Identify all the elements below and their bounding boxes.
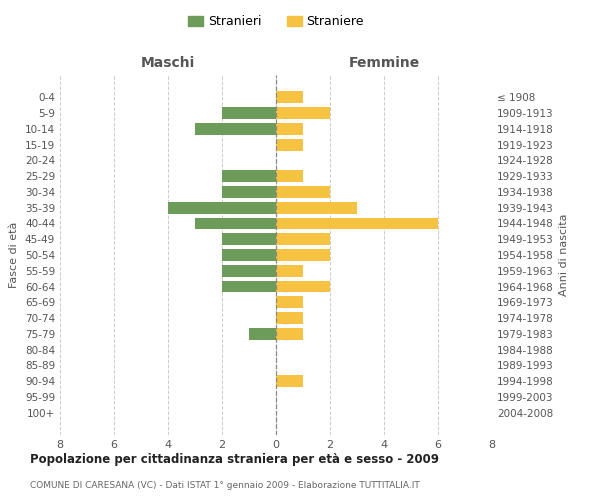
Bar xyxy=(222,234,276,245)
Bar xyxy=(276,186,330,198)
Bar xyxy=(276,234,330,245)
Bar xyxy=(222,280,276,292)
Bar xyxy=(276,296,303,308)
Bar xyxy=(222,107,276,119)
Bar xyxy=(276,249,330,261)
Bar xyxy=(276,376,303,387)
Y-axis label: Anni di nascita: Anni di nascita xyxy=(559,214,569,296)
Text: Maschi: Maschi xyxy=(141,56,195,70)
Bar xyxy=(195,218,276,230)
Bar xyxy=(276,218,438,230)
Bar xyxy=(276,92,303,103)
Bar xyxy=(222,170,276,182)
Bar xyxy=(222,265,276,276)
Bar xyxy=(276,312,303,324)
Bar xyxy=(222,186,276,198)
Bar xyxy=(276,123,303,134)
Bar xyxy=(276,107,330,119)
Bar xyxy=(222,249,276,261)
Bar xyxy=(276,170,303,182)
Bar xyxy=(276,265,303,276)
Y-axis label: Fasce di età: Fasce di età xyxy=(10,222,19,288)
Text: COMUNE DI CARESANA (VC) - Dati ISTAT 1° gennaio 2009 - Elaborazione TUTTITALIA.I: COMUNE DI CARESANA (VC) - Dati ISTAT 1° … xyxy=(30,480,420,490)
Text: Femmine: Femmine xyxy=(349,56,419,70)
Bar xyxy=(195,123,276,134)
Text: Popolazione per cittadinanza straniera per età e sesso - 2009: Popolazione per cittadinanza straniera p… xyxy=(30,452,439,466)
Bar xyxy=(276,138,303,150)
Bar xyxy=(168,202,276,213)
Bar xyxy=(276,202,357,213)
Bar xyxy=(276,280,330,292)
Legend: Stranieri, Straniere: Stranieri, Straniere xyxy=(184,11,368,32)
Bar xyxy=(249,328,276,340)
Bar xyxy=(276,328,303,340)
